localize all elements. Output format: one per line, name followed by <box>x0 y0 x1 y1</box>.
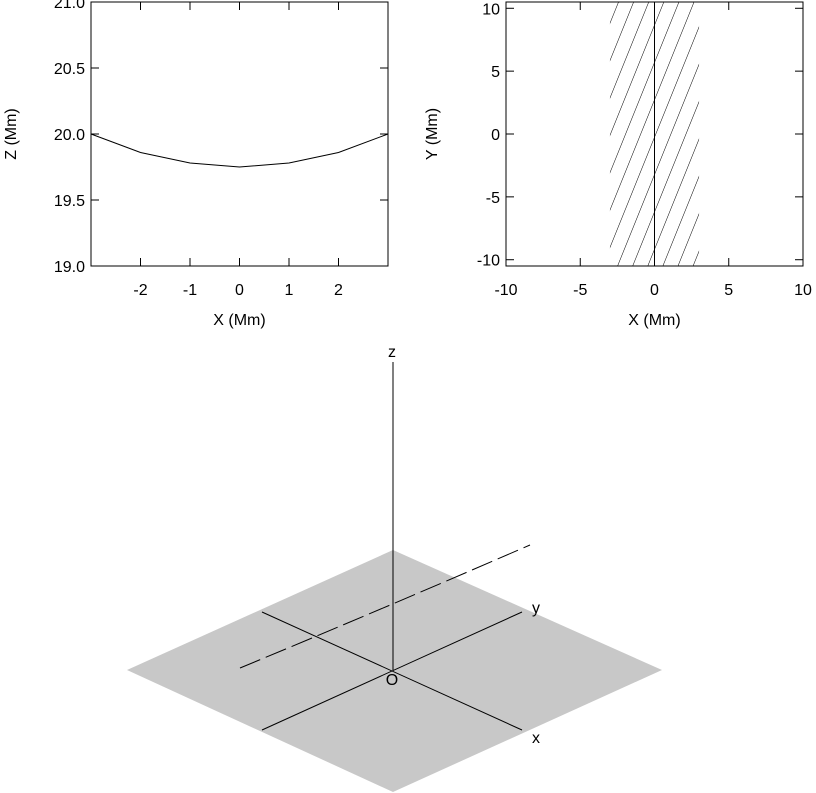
y-tick-label: 19.5 <box>54 193 85 210</box>
y-tick-label: -5 <box>486 190 500 207</box>
x-tick-label: 1 <box>285 282 294 299</box>
x-tick-label: 5 <box>724 282 733 299</box>
y-axis-label: Y (Mm) <box>424 108 441 160</box>
x-tick-label: -2 <box>133 282 147 299</box>
loop-projection <box>239 544 531 669</box>
x-tick-label: 10 <box>794 282 812 299</box>
x-tick-label: -10 <box>494 282 517 299</box>
plane-axis <box>261 611 523 731</box>
y-tick-label: 0 <box>491 127 500 144</box>
x-tick-label: -1 <box>183 282 197 299</box>
x-axis-label: X (Mm) <box>628 312 680 329</box>
data-line <box>90 133 389 168</box>
axis-label: y <box>532 600 540 617</box>
y-tick-label: -10 <box>477 253 500 270</box>
y-tick-label: 21.0 <box>54 0 85 12</box>
x-tick-label: 0 <box>650 282 659 299</box>
x-tick-label: -5 <box>573 282 587 299</box>
axis-label: z <box>388 344 396 361</box>
y-tick-label: 10 <box>482 1 500 18</box>
y-tick-label: 19.0 <box>54 259 85 276</box>
y-tick-label: 5 <box>491 64 500 81</box>
y-tick-label: 20.0 <box>54 127 85 144</box>
x-tick-label: 2 <box>334 282 343 299</box>
origin-label: O <box>386 672 398 689</box>
y-axis-label: Z (Mm) <box>3 108 20 160</box>
x-axis-label: X (Mm) <box>213 312 265 329</box>
axis-label: x <box>532 730 540 747</box>
plot-frame <box>505 1 804 267</box>
plot-frame <box>90 1 389 267</box>
y-tick-label: 20.5 <box>54 61 85 78</box>
ground-plane <box>127 550 662 792</box>
x-tick-label: 0 <box>235 282 244 299</box>
